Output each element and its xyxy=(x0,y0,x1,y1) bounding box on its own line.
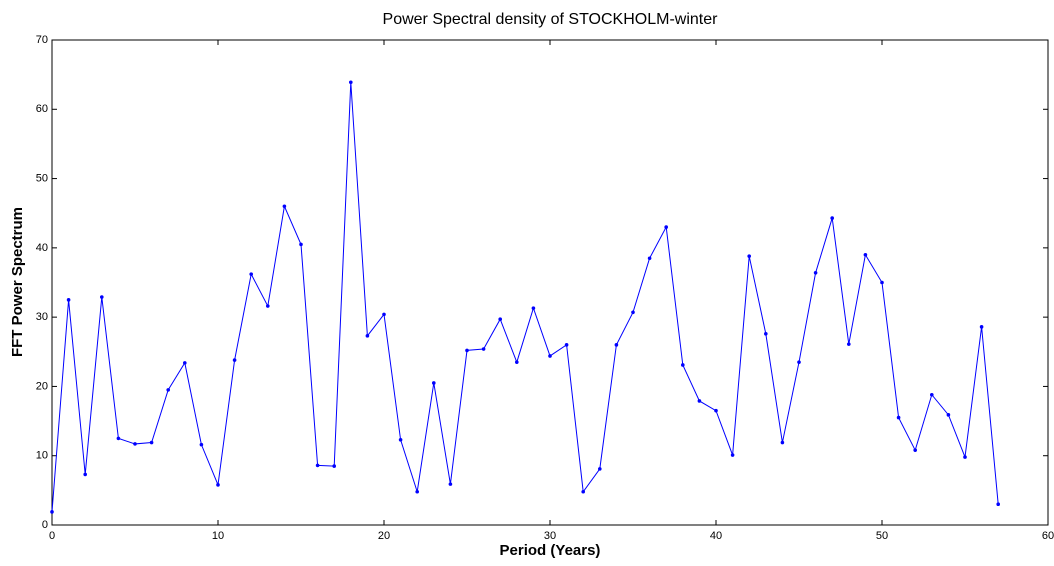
data-point xyxy=(764,331,768,336)
data-point xyxy=(946,413,951,417)
y-tick-label: 40 xyxy=(36,242,48,254)
data-point xyxy=(515,360,519,364)
y-tick-label: 10 xyxy=(36,450,48,462)
data-point xyxy=(930,392,934,397)
x-tick-label: 50 xyxy=(876,530,888,542)
data-point xyxy=(149,440,154,445)
chart-title: Power Spectral density of STOCKHOLM-wint… xyxy=(383,11,719,28)
data-point xyxy=(398,437,403,442)
y-tick-label: 70 xyxy=(36,34,48,46)
data-point xyxy=(299,242,303,247)
data-point xyxy=(481,347,486,351)
data-point xyxy=(498,317,503,322)
y-tick-label: 60 xyxy=(36,103,48,115)
data-point xyxy=(448,482,453,486)
data-point xyxy=(896,415,901,420)
data-point xyxy=(697,399,702,403)
data-point xyxy=(133,442,137,446)
data-point xyxy=(282,204,287,209)
x-tick-label: 40 xyxy=(710,530,722,542)
data-point xyxy=(581,489,585,494)
data-point xyxy=(830,216,834,220)
x-tick-label: 60 xyxy=(1042,530,1054,542)
data-point xyxy=(432,381,436,385)
data-point xyxy=(863,252,868,257)
data-point xyxy=(963,455,967,459)
data-point xyxy=(116,436,121,441)
data-point xyxy=(332,464,337,468)
data-point xyxy=(548,354,552,358)
data-point xyxy=(249,272,253,276)
data-point xyxy=(780,440,785,445)
data-point xyxy=(813,271,818,275)
data-point xyxy=(100,295,104,299)
data-point xyxy=(232,358,237,362)
data-point xyxy=(415,489,420,494)
data-point xyxy=(681,363,685,367)
data-point xyxy=(647,256,652,261)
x-tick-label: 10 xyxy=(212,530,224,542)
data-point xyxy=(847,342,851,346)
data-point xyxy=(66,298,71,302)
y-axis-label: FFT Power Spectrum xyxy=(9,207,26,357)
data-point xyxy=(349,80,353,85)
x-axis-label: Period (Years) xyxy=(500,542,601,559)
data-point xyxy=(996,502,1000,507)
data-point xyxy=(315,463,320,468)
y-tick-label: 0 xyxy=(42,519,48,531)
data-point xyxy=(614,343,619,347)
data-point xyxy=(598,467,602,471)
y-tick-label: 50 xyxy=(36,172,48,184)
data-point xyxy=(183,361,187,365)
x-tick-label: 30 xyxy=(544,530,556,542)
data-point xyxy=(531,306,536,310)
x-tick-label: 0 xyxy=(49,530,55,542)
data-line xyxy=(51,82,999,512)
data-point xyxy=(266,304,270,308)
data-point xyxy=(465,348,469,353)
data-point xyxy=(631,310,635,315)
data-point xyxy=(714,408,718,413)
data-point xyxy=(50,510,54,514)
data-point xyxy=(730,453,735,457)
data-point xyxy=(564,343,569,347)
data-point xyxy=(880,280,884,285)
data-point xyxy=(664,225,668,229)
data-point xyxy=(913,448,917,452)
data-point xyxy=(797,360,801,364)
data-point xyxy=(166,388,170,392)
x-tick-label: 20 xyxy=(378,530,390,542)
data-point xyxy=(747,254,751,258)
y-tick-label: 30 xyxy=(36,311,48,323)
y-tick-label: 20 xyxy=(36,380,48,392)
data-point xyxy=(365,334,370,338)
data-point xyxy=(382,312,386,317)
data-point xyxy=(979,325,984,329)
data-point xyxy=(83,472,87,477)
data-point xyxy=(216,483,220,487)
data-point xyxy=(199,442,204,447)
